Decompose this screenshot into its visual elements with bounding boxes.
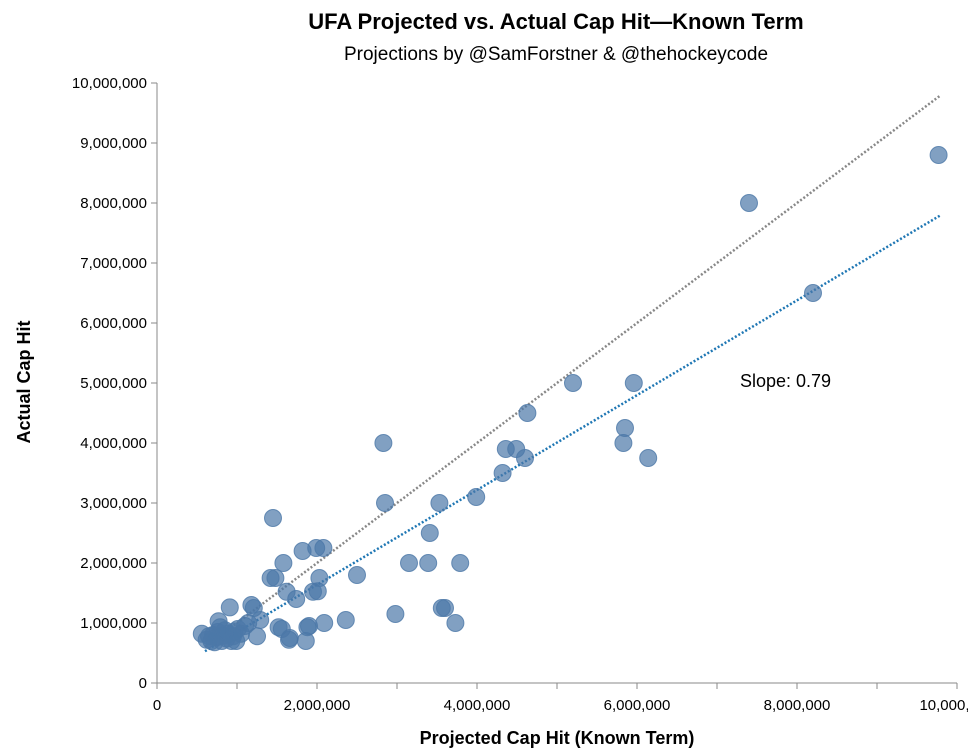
x-tick-label: 10,000,000 [919,697,968,714]
data-point[interactable] [348,566,366,584]
data-point[interactable] [266,569,285,587]
data-point[interactable] [264,509,282,527]
data-point[interactable] [374,434,393,452]
y-tick-label: 2,000,000 [80,555,147,572]
data-point[interactable] [564,374,582,392]
x-tick-label: 8,000,000 [764,697,831,714]
x-tick-label: 4,000,000 [444,697,511,714]
data-point[interactable] [451,554,470,572]
y-tick-label: 0 [139,675,147,692]
y-tick-label: 7,000,000 [80,255,147,272]
data-point[interactable] [436,599,454,617]
data-point[interactable] [287,590,306,608]
data-point[interactable] [516,449,534,467]
data-point[interactable] [616,419,634,437]
data-point[interactable] [386,605,405,623]
y-tick-label: 4,000,000 [80,435,147,452]
x-tick-label: 2,000,000 [284,697,351,714]
chart-subtitle: Projections by @SamForstner & @thehockey… [344,44,768,65]
data-point[interactable] [274,554,293,572]
y-tick-label: 6,000,000 [80,315,147,332]
x-tick-label: 0 [153,697,161,714]
x-tick-label: 6,000,000 [604,697,671,714]
y-axis-title: Actual Cap Hit [14,320,34,443]
data-point[interactable] [419,554,438,572]
data-point[interactable] [639,449,658,467]
data-point[interactable] [251,611,270,629]
data-point[interactable] [804,284,822,302]
y-tick-label: 5,000,000 [80,375,147,392]
data-point[interactable] [310,569,329,587]
data-point[interactable] [314,539,333,557]
axes: 0 1,000,000 2,000,000 3,000,000 4,000,000 5,0… [72,75,968,714]
data-point[interactable] [518,404,537,422]
data-point[interactable] [430,494,449,512]
data-point[interactable] [614,434,633,452]
x-axis-title: Projected Cap Hit (Known Term) [420,728,695,748]
data-point[interactable] [624,374,643,392]
y-tick-label: 3,000,000 [80,495,147,512]
data-point[interactable] [315,614,334,632]
data-point[interactable] [929,146,948,164]
data-point[interactable] [376,494,394,512]
y-tick-label: 1,000,000 [80,615,147,632]
data-point[interactable] [336,611,355,629]
data-point[interactable] [248,627,266,646]
data-point[interactable] [493,464,512,482]
data-points [192,146,948,652]
data-point[interactable] [467,488,486,506]
slope-annotation: Slope: 0.79 [740,371,831,391]
data-point[interactable] [400,554,418,572]
data-point[interactable] [420,524,439,542]
y-tick-label: 10,000,000 [72,75,147,92]
y-tick-label: 9,000,000 [80,135,147,152]
data-point[interactable] [446,614,465,632]
data-point[interactable] [740,194,758,212]
chart-title: UFA Projected vs. Actual Cap Hit—Known T… [308,9,803,34]
data-point[interactable] [300,617,318,635]
data-point[interactable] [220,598,239,617]
data-point[interactable] [280,629,299,647]
y-tick-label: 8,000,000 [80,195,147,212]
